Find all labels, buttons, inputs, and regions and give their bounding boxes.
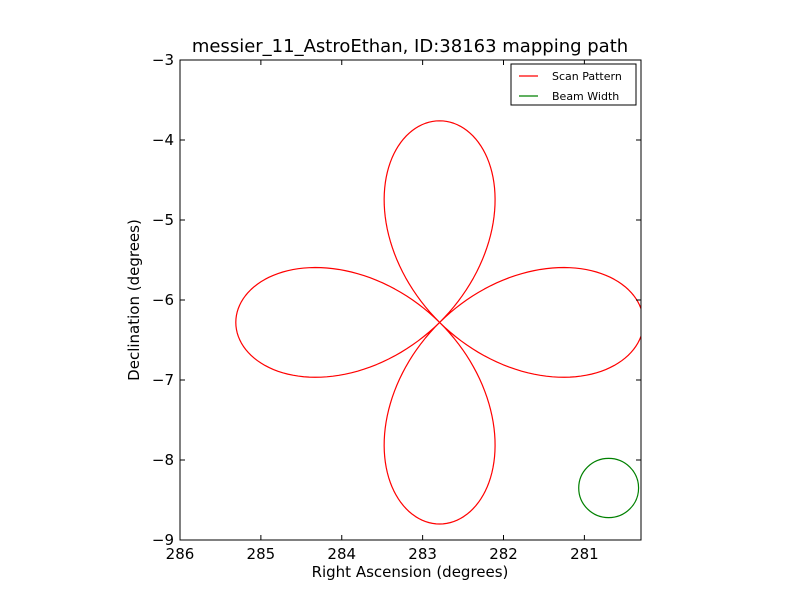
legend-label-beam-width: Beam Width (552, 90, 619, 103)
chart-title: messier_11_AstroEthan, ID:38163 mapping … (192, 36, 628, 57)
y-axis-label: Declination (degrees) (125, 219, 143, 381)
y-tick-label: −9 (152, 531, 174, 549)
series-layer (235, 120, 641, 525)
x-axis: 286 285 284 283 282 281 (166, 60, 599, 563)
y-tick-label: −5 (152, 211, 174, 229)
x-tick-label: 286 (166, 545, 195, 563)
series-scan-pattern (235, 120, 641, 525)
x-tick-label: 281 (570, 545, 599, 563)
y-tick-label: −3 (152, 51, 174, 69)
x-tick-label: 284 (327, 545, 356, 563)
series-beam-width (578, 457, 640, 519)
y-tick-label: −6 (152, 291, 174, 309)
y-tick-label: −8 (152, 451, 174, 469)
legend-box (510, 63, 637, 106)
y-tick-label: −4 (152, 131, 174, 149)
x-tick-label: 282 (489, 545, 518, 563)
y-tick-label: −7 (152, 371, 174, 389)
legend-label-scan-pattern: Scan Pattern (552, 70, 622, 83)
x-axis-label: Right Ascension (degrees) (312, 563, 509, 581)
legend: Scan Pattern Beam Width (510, 63, 637, 106)
y-axis: −3 −4 −5 −6 −7 −8 −9 (152, 51, 641, 549)
x-tick-label: 283 (408, 545, 437, 563)
x-tick-label: 285 (247, 545, 276, 563)
